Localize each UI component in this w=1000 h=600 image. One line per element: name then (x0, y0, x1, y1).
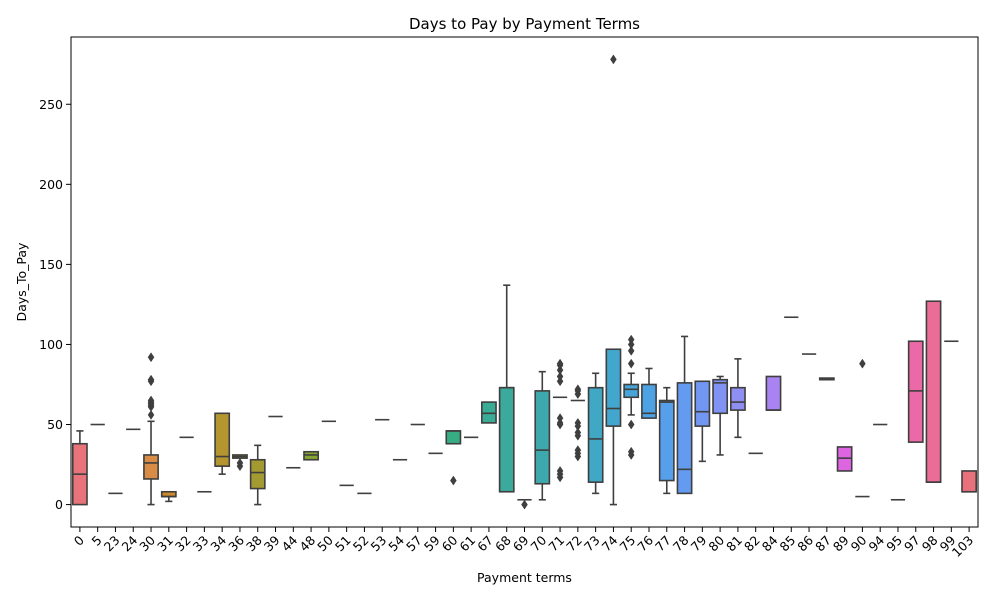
box-body (249, 458, 266, 490)
y-tick-label: 200 (39, 177, 63, 192)
box-73 (587, 372, 604, 495)
outlier-point (556, 371, 564, 382)
y-tick-label: 250 (39, 97, 63, 112)
box-60 (445, 430, 462, 486)
outlier-point (574, 427, 582, 438)
box-body (694, 380, 711, 427)
box-body (143, 454, 159, 480)
box-78 (676, 335, 693, 495)
outlier-point (147, 374, 155, 385)
outlier-point (574, 384, 582, 395)
box-71 (552, 358, 568, 483)
outlier-point (147, 409, 155, 420)
y-tick-label: 0 (55, 497, 63, 512)
y-axis: 0 50 100 150 200 250 (39, 97, 71, 512)
box-0 (71, 430, 88, 506)
box-body (623, 383, 640, 399)
box-body (481, 401, 497, 424)
box-body (214, 412, 231, 467)
box-body (587, 386, 604, 483)
box-body (303, 450, 320, 461)
box-103 (961, 470, 978, 493)
box-75 (623, 334, 640, 460)
box-body (712, 378, 729, 415)
box-67 (481, 401, 497, 424)
outlier-point (556, 466, 564, 476)
box-79 (694, 380, 711, 463)
outlier-point (627, 358, 635, 369)
box-77 (658, 386, 675, 495)
outlier-point (147, 352, 155, 363)
box-34 (214, 412, 231, 475)
box-body (729, 386, 746, 411)
box-68 (498, 284, 515, 493)
outlier-point (147, 395, 155, 406)
box-72 (570, 384, 585, 462)
box-87 (818, 377, 835, 381)
box-48 (303, 450, 320, 461)
box-body (534, 390, 551, 485)
x-axis-label: Payment terms (477, 570, 572, 585)
box-90 (855, 358, 870, 498)
box-30 (143, 352, 159, 506)
box-80 (712, 375, 729, 456)
y-tick-label: 100 (39, 337, 63, 352)
chart-title: Days to Pay by Payment Terms (409, 15, 640, 33)
box-38 (249, 444, 266, 506)
box-97 (907, 340, 924, 443)
outlier-point (627, 334, 635, 345)
box-36 (232, 454, 248, 472)
outlier-point (450, 475, 457, 486)
box-body (925, 300, 942, 483)
box-body (676, 382, 693, 495)
box-74 (605, 54, 622, 506)
box-81 (729, 358, 746, 439)
outlier-point (574, 445, 582, 456)
outlier-point (627, 345, 635, 356)
box-body (641, 383, 657, 419)
outlier-point (556, 358, 564, 369)
box-76 (641, 367, 657, 419)
axes-frame (70, 36, 979, 528)
box-69 (517, 498, 532, 510)
box-body (765, 375, 782, 411)
outlier-point (574, 417, 582, 428)
box-body (498, 386, 515, 493)
outlier-point (627, 419, 635, 430)
outlier-point (627, 446, 635, 457)
y-tick-label: 150 (39, 257, 63, 272)
box-98 (925, 300, 942, 483)
outlier-point (859, 358, 866, 369)
box-body (907, 340, 924, 443)
plot-area (71, 54, 978, 510)
box-body (961, 470, 978, 493)
box-body (658, 399, 675, 482)
outlier-point (236, 457, 244, 468)
box-body (605, 348, 622, 427)
outlier-point (556, 413, 564, 424)
y-axis-label: Days_To_Pay (14, 242, 29, 321)
box-body (445, 430, 462, 445)
box-89 (836, 446, 853, 472)
y-tick-label: 50 (47, 417, 63, 432)
box-body (836, 446, 853, 472)
outlier-point (610, 54, 617, 65)
box-84 (765, 375, 782, 411)
box-31 (160, 490, 177, 503)
outlier-point (521, 499, 528, 510)
box-70 (534, 370, 551, 501)
